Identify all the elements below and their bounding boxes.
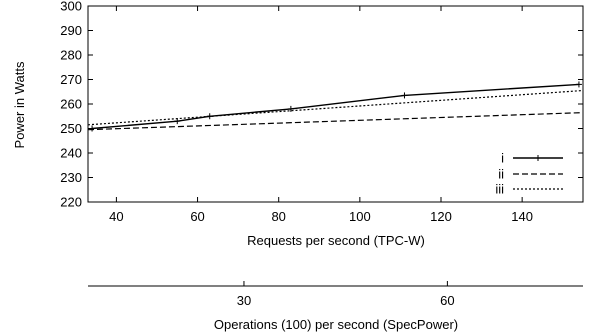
secondary-x-tick-label: 60 [440,293,454,308]
secondary-x-axis-label: Operations (100) per second (SpecPower) [214,317,458,332]
x-tick-label: 40 [109,209,123,224]
y-tick-label: 250 [60,121,82,136]
secondary-x-axis: 30 60 [88,281,583,308]
y-tick-label: 240 [60,146,82,161]
y-tick-label: 220 [60,195,82,210]
series-lines [88,81,583,132]
secondary-x-tick-label: 30 [237,293,251,308]
legend-label-iii: iii [495,182,504,197]
series-line-i [92,83,579,130]
x-axis-label: Requests per second (TPC-W) [247,233,425,248]
y-tick-label: 300 [60,0,82,14]
y-tick-label: 270 [60,72,82,87]
y-tick-label: 280 [60,48,82,63]
y-axis-label: Power in Watts [12,61,27,148]
x-tick-label: 60 [190,209,204,224]
x-tick-label: 120 [430,209,452,224]
y-tick-label: 230 [60,170,82,185]
legend-label-ii: ii [498,167,504,182]
y-tick-label: 260 [60,97,82,112]
x-tick-label: 100 [349,209,371,224]
x-tick-label: 80 [271,209,285,224]
x-tick-label: 140 [511,209,533,224]
y-tick-label: 290 [60,23,82,38]
series-line-iii [88,89,583,126]
x-axis-ticks: 40 60 80 100 120 140 [109,6,533,224]
series-line-ii [88,112,583,131]
legend-label-i: i [501,151,504,166]
y-axis-ticks: 220 230 240 250 260 270 280 290 300 [60,0,583,210]
